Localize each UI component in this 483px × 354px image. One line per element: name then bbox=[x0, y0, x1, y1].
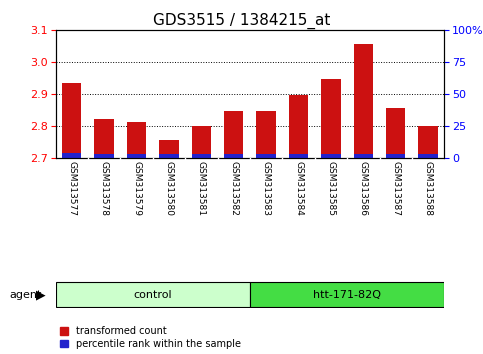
Text: GSM313585: GSM313585 bbox=[327, 161, 336, 216]
Bar bbox=[256, 112, 276, 158]
Bar bbox=[127, 122, 146, 158]
Text: GSM313577: GSM313577 bbox=[67, 161, 76, 216]
Bar bbox=[418, 154, 438, 158]
Bar bbox=[289, 154, 308, 158]
Bar bbox=[418, 126, 438, 158]
Bar bbox=[250, 282, 444, 307]
Bar bbox=[321, 154, 341, 158]
Text: GSM313586: GSM313586 bbox=[359, 161, 368, 216]
Text: control: control bbox=[133, 290, 172, 300]
Text: GSM313588: GSM313588 bbox=[424, 161, 433, 216]
Bar bbox=[386, 108, 405, 158]
Bar bbox=[159, 154, 179, 158]
Bar bbox=[192, 126, 211, 158]
Bar bbox=[127, 154, 146, 158]
Bar bbox=[159, 140, 179, 158]
Bar bbox=[224, 154, 243, 158]
Text: GSM313578: GSM313578 bbox=[99, 161, 109, 216]
Bar bbox=[354, 154, 373, 158]
Bar bbox=[224, 112, 243, 158]
Legend: transformed count, percentile rank within the sample: transformed count, percentile rank withi… bbox=[60, 326, 241, 349]
Bar bbox=[192, 154, 211, 158]
Text: GSM313582: GSM313582 bbox=[229, 161, 238, 216]
Text: GSM313587: GSM313587 bbox=[391, 161, 400, 216]
Bar bbox=[95, 154, 114, 158]
Bar bbox=[354, 45, 373, 158]
Text: GSM313581: GSM313581 bbox=[197, 161, 206, 216]
Bar bbox=[386, 154, 405, 158]
Bar bbox=[256, 154, 276, 158]
Text: agent: agent bbox=[10, 290, 42, 300]
Bar bbox=[289, 96, 308, 158]
Text: GSM313583: GSM313583 bbox=[262, 161, 270, 216]
Text: GDS3515 / 1384215_at: GDS3515 / 1384215_at bbox=[153, 12, 330, 29]
Text: ▶: ▶ bbox=[36, 288, 46, 301]
Bar bbox=[56, 282, 250, 307]
Text: GSM313580: GSM313580 bbox=[164, 161, 173, 216]
Text: htt-171-82Q: htt-171-82Q bbox=[313, 290, 381, 300]
Bar bbox=[62, 153, 82, 158]
Text: GSM313579: GSM313579 bbox=[132, 161, 141, 216]
Bar bbox=[321, 80, 341, 158]
Bar bbox=[95, 119, 114, 158]
Bar bbox=[62, 83, 82, 158]
Text: GSM313584: GSM313584 bbox=[294, 161, 303, 216]
